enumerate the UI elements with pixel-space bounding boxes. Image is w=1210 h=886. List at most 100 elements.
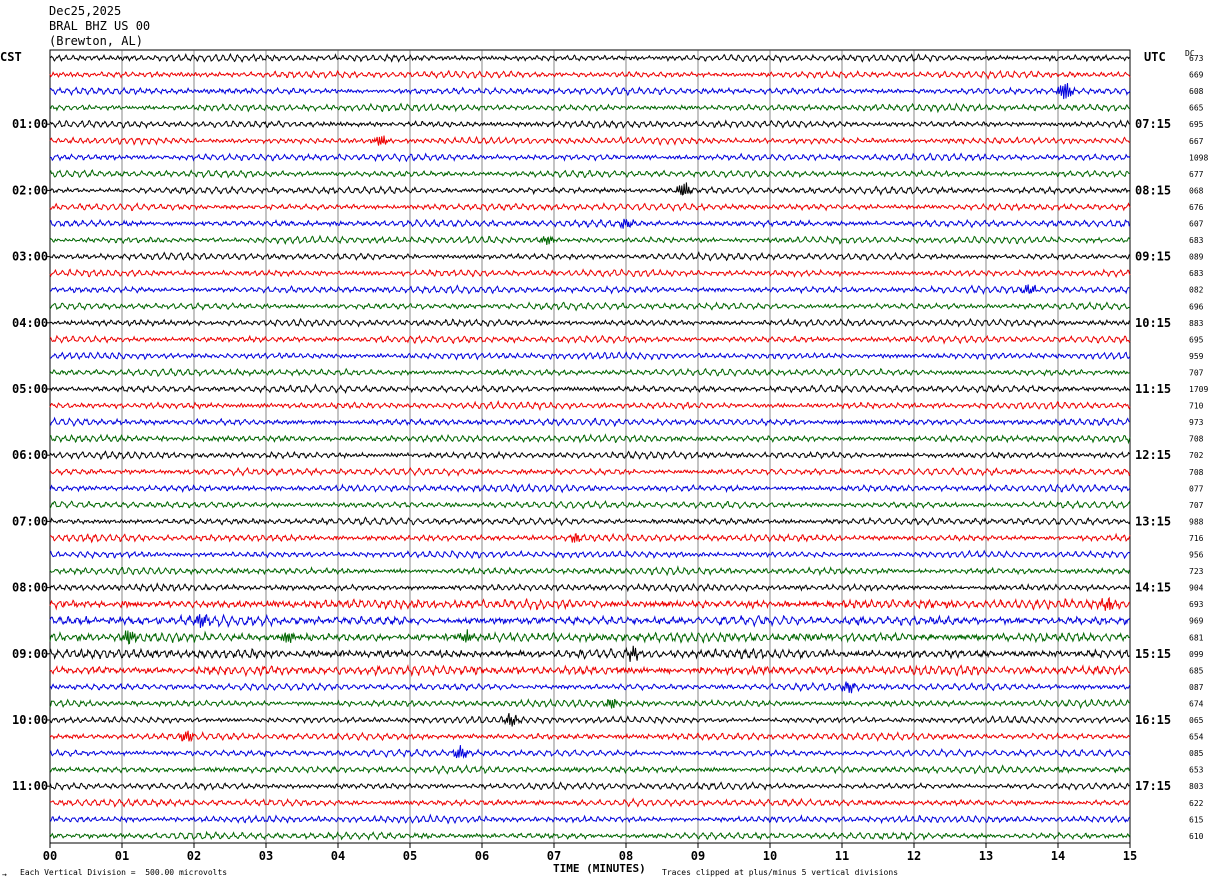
plot-frame	[49, 49, 1131, 844]
right-hour-label: 08:15	[1135, 183, 1171, 197]
trace-row	[49, 135, 1131, 146]
trace-row	[49, 399, 1131, 411]
trace-row	[49, 466, 1131, 477]
dc-offset-label: 1098	[1189, 153, 1208, 162]
trace-row	[49, 102, 1131, 114]
left-hour-label: 04:00	[12, 316, 48, 330]
dc-offset-label: 089	[1189, 253, 1204, 262]
left-hour-label: 02:00	[12, 183, 48, 197]
left-hour-label: 01:00	[12, 117, 48, 131]
trace-row	[49, 664, 1131, 678]
left-hour-label: 09:00	[12, 647, 48, 661]
station-label: BRAL BHZ US 00	[49, 19, 151, 33]
trace-row	[49, 119, 1131, 130]
trace-row	[49, 284, 1131, 295]
dc-offset-label: 969	[1189, 617, 1204, 626]
dc-offset-label: 615	[1189, 815, 1204, 824]
dc-offset-label: 707	[1189, 368, 1204, 377]
trace-row	[49, 645, 1131, 662]
corner-arrow-icon: →	[2, 870, 7, 879]
x-tick-label: 08	[619, 849, 633, 863]
right-hour-label: 12:15	[1135, 448, 1171, 462]
dc-offset-label: 082	[1189, 286, 1204, 295]
x-tick-label: 09	[691, 849, 705, 863]
dc-offset-label: 708	[1189, 435, 1204, 444]
scale-note: Each Vertical Division = 500.00 microvol…	[20, 868, 228, 877]
clip-note: Traces clipped at plus/minus 5 vertical …	[662, 868, 899, 877]
trace-row	[49, 698, 1131, 710]
dc-offset-label: 1709	[1189, 385, 1208, 394]
dc-offset-label: 085	[1189, 749, 1204, 758]
trace-row	[49, 613, 1131, 629]
trace-row	[49, 234, 1131, 246]
trace-row	[49, 549, 1131, 560]
trace-row	[49, 52, 1131, 64]
dc-offset-label: 695	[1189, 120, 1204, 129]
x-tick-label: 07	[547, 849, 561, 863]
right-hour-label: 09:15	[1135, 250, 1171, 264]
trace-row	[49, 764, 1130, 775]
trace-row	[49, 152, 1131, 163]
dc-offset-label: 665	[1189, 104, 1204, 113]
dc-offset-label: 673	[1189, 54, 1204, 63]
right-hour-label: 10:15	[1135, 316, 1171, 330]
right-hour-label: 17:15	[1135, 779, 1171, 793]
trace-row	[49, 383, 1131, 395]
x-tick-label: 13	[979, 849, 993, 863]
trace-row	[49, 745, 1131, 759]
dc-offset-label: 681	[1189, 633, 1204, 642]
trace-row	[49, 301, 1131, 312]
x-tick-label: 04	[331, 849, 345, 863]
dc-offset-label: 654	[1189, 733, 1204, 742]
dc-offset-label: 708	[1189, 468, 1204, 477]
dc-offset-label: 716	[1189, 534, 1204, 543]
dc-offset-label: 677	[1189, 170, 1204, 179]
x-tick-label: 12	[907, 849, 921, 863]
dc-offset-label: 702	[1189, 451, 1204, 460]
dc-offset-label: 667	[1189, 137, 1204, 146]
dc-offset-label: 956	[1189, 551, 1204, 560]
trace-row	[49, 582, 1131, 593]
right-hour-label: 16:15	[1135, 713, 1171, 727]
left-hour-label: 11:00	[12, 779, 48, 793]
dc-offset-label: 683	[1189, 269, 1204, 278]
right-hour-label: 13:15	[1135, 514, 1171, 528]
trace-row	[49, 532, 1131, 544]
left-hour-label: 06:00	[12, 448, 48, 462]
dc-offset-label: 707	[1189, 501, 1204, 510]
trace-row	[49, 367, 1131, 377]
left-hour-label: 07:00	[12, 514, 48, 528]
x-axis-title: TIME (MINUTES)	[553, 862, 646, 875]
trace-row	[49, 83, 1131, 100]
dc-offset-label: 710	[1189, 402, 1204, 411]
dc-offset-label: 099	[1189, 650, 1204, 659]
x-tick-label: 11	[835, 849, 849, 863]
right-axis-timezone-label: UTC	[1144, 50, 1166, 64]
date-label: Dec25,2025	[49, 4, 122, 18]
trace-row	[49, 712, 1131, 727]
dc-offset-label: 607	[1189, 220, 1204, 229]
trace-row	[49, 450, 1131, 461]
dc-offset-label: 988	[1189, 517, 1204, 526]
dc-offset-label: 077	[1189, 484, 1204, 493]
trace-row	[49, 268, 1131, 279]
dc-offset-label: 959	[1189, 352, 1204, 361]
x-tick-label: 05	[403, 849, 417, 863]
dc-offset-label: 065	[1189, 716, 1204, 725]
right-hour-label: 11:15	[1135, 382, 1171, 396]
dc-offset-label: 610	[1189, 832, 1204, 841]
dc-offset-label: 695	[1189, 335, 1204, 344]
dc-offset-label: 685	[1189, 666, 1204, 675]
dc-offset-label: 608	[1189, 87, 1204, 96]
dc-offset-label: 622	[1189, 799, 1204, 808]
trace-row	[49, 516, 1131, 527]
trace-row	[49, 596, 1131, 611]
trace-row	[49, 797, 1131, 808]
dc-offset-label: 674	[1189, 699, 1204, 708]
right-hour-label: 14:15	[1135, 581, 1171, 595]
dc-offset-label: 883	[1189, 319, 1204, 328]
trace-row	[49, 681, 1131, 694]
trace-row	[49, 251, 1131, 262]
trace-row	[49, 500, 1131, 510]
